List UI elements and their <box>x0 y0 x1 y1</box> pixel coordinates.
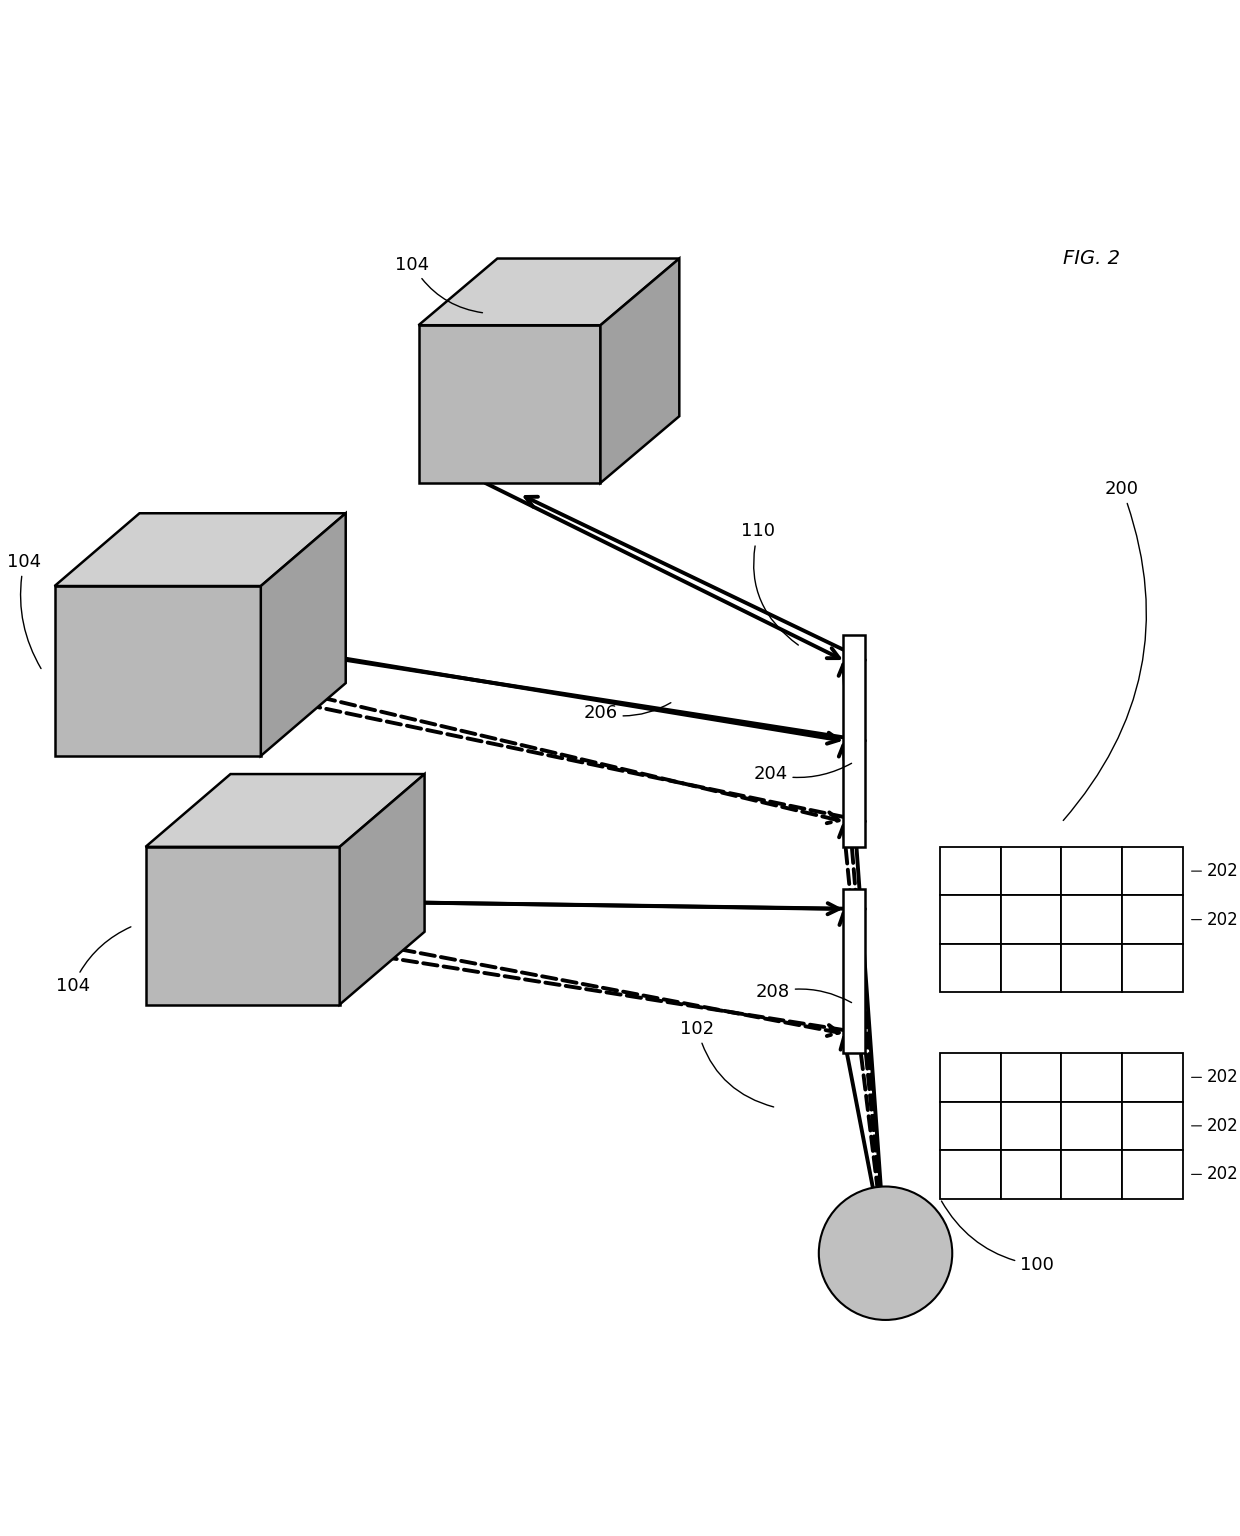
Text: 104: 104 <box>396 255 482 313</box>
Bar <box>940 846 1001 895</box>
Text: 204: 204 <box>753 763 852 783</box>
Bar <box>1001 1150 1061 1198</box>
Bar <box>1001 846 1061 895</box>
Bar <box>940 1054 1001 1101</box>
Text: 202: 202 <box>1192 1166 1239 1183</box>
Bar <box>1061 1101 1122 1150</box>
Bar <box>940 945 1001 992</box>
Bar <box>1122 1054 1183 1101</box>
Bar <box>940 895 1001 945</box>
Text: 100: 100 <box>941 1201 1054 1275</box>
Bar <box>940 1150 1001 1198</box>
Bar <box>1122 1101 1183 1150</box>
Polygon shape <box>419 258 680 326</box>
Bar <box>1122 945 1183 992</box>
Polygon shape <box>145 774 424 846</box>
Polygon shape <box>145 846 340 1005</box>
Bar <box>843 634 866 846</box>
Bar <box>1122 1150 1183 1198</box>
Bar <box>1001 1054 1061 1101</box>
Polygon shape <box>340 774 424 1005</box>
Bar <box>940 1101 1001 1150</box>
Text: 104: 104 <box>56 926 131 995</box>
Text: 200: 200 <box>1063 479 1147 820</box>
Polygon shape <box>600 258 680 482</box>
Text: 102: 102 <box>681 1020 774 1107</box>
Text: 208: 208 <box>755 983 852 1003</box>
Bar <box>1061 846 1122 895</box>
Bar <box>1122 846 1183 895</box>
Polygon shape <box>260 513 346 756</box>
Text: 104: 104 <box>7 553 41 668</box>
Bar <box>1001 895 1061 945</box>
Text: 202: 202 <box>1192 911 1239 929</box>
Bar <box>1061 945 1122 992</box>
Text: 202: 202 <box>1192 1069 1239 1086</box>
Bar <box>1061 895 1122 945</box>
Polygon shape <box>419 326 600 482</box>
Polygon shape <box>55 587 260 756</box>
Bar <box>1122 895 1183 945</box>
Bar <box>1001 945 1061 992</box>
Bar <box>843 889 866 1054</box>
Bar <box>1061 1150 1122 1198</box>
Bar <box>1001 1101 1061 1150</box>
Bar <box>1061 1054 1122 1101</box>
Circle shape <box>818 1186 952 1319</box>
Polygon shape <box>55 513 346 587</box>
Text: 206: 206 <box>583 702 671 722</box>
Text: 202: 202 <box>1192 862 1239 880</box>
Text: FIG. 2: FIG. 2 <box>1063 249 1120 267</box>
Text: 202: 202 <box>1192 1117 1239 1135</box>
Text: 110: 110 <box>742 522 799 645</box>
